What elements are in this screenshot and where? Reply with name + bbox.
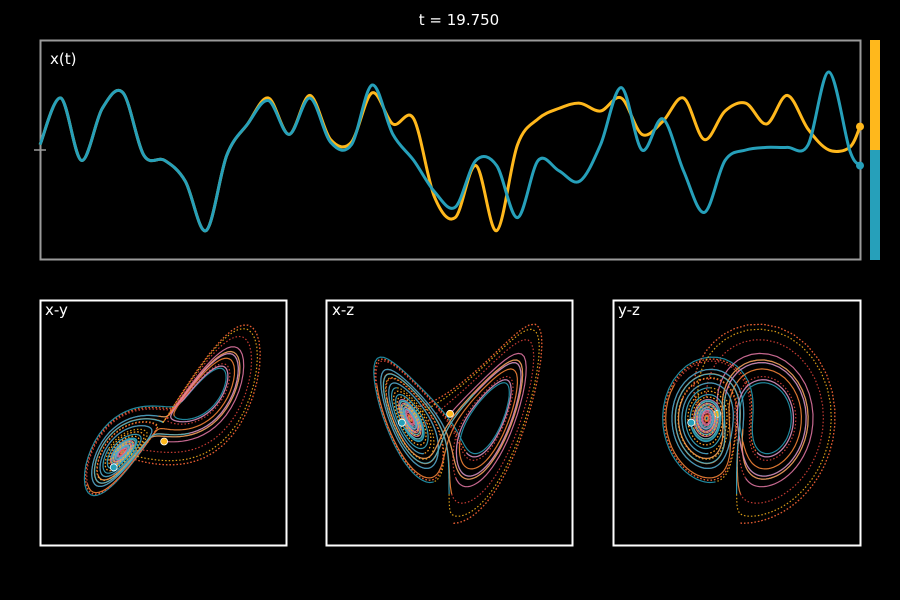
xy-trajectory-segment	[83, 367, 227, 497]
xz-trajectory-segment	[373, 356, 510, 484]
xz-trajectory-segment	[398, 403, 422, 437]
xz-current-point	[397, 418, 406, 427]
colorbar-bottom	[870, 150, 880, 260]
xz-panel: x-z	[325, 299, 574, 547]
xy-trajectory-segment	[93, 418, 190, 484]
xz-trajectory-segment	[380, 368, 446, 469]
yz-trajectory-segment	[687, 390, 728, 455]
xy-trajectory-segment	[111, 439, 136, 466]
series-b-endpoint	[856, 161, 864, 170]
series-a-endpoint	[856, 122, 864, 131]
timeseries-title: x(t)	[50, 50, 76, 68]
xy-current-point	[160, 437, 169, 446]
timeseries-frame	[39, 39, 862, 261]
xy-panel: x-y	[39, 299, 288, 547]
xy-frame	[39, 299, 288, 547]
series-b-line	[38, 70, 862, 233]
xz-trajectory-segment	[386, 359, 524, 480]
xy-trajectory-segment	[84, 401, 182, 495]
yz-trajectory-segment	[665, 368, 803, 479]
yz-trajectory-segment	[673, 360, 797, 479]
xz-trajectory-segment	[376, 368, 519, 479]
xz-trajectory-segment	[402, 406, 418, 430]
yz-trajectory-segment	[674, 373, 741, 495]
yz-trajectory-segment	[698, 406, 715, 430]
yz-trajectory-segment	[693, 402, 718, 437]
xz-title: x-z	[332, 301, 354, 319]
yz-trajectory-segment	[690, 399, 721, 442]
yz-trajectory-segment	[684, 387, 726, 450]
yz-trajectory-segment	[663, 358, 758, 481]
xy-trajectory-segment	[117, 447, 128, 458]
xy-trajectory-segment	[110, 438, 137, 468]
xz-trajectory-segment	[449, 352, 527, 488]
xy-trajectory-segment	[170, 352, 240, 434]
xz-trajectory-segment	[382, 373, 475, 495]
yz-trajectory-segment	[693, 400, 720, 440]
yz-title: y-z	[618, 301, 640, 319]
colorbar-top	[870, 40, 880, 150]
time-label: t = 19.750	[419, 11, 499, 29]
xy-trajectory-segment	[104, 431, 145, 472]
xy-title: x-y	[45, 301, 68, 319]
xy-trajectory-segment	[97, 350, 241, 481]
xz-trajectory-segment	[405, 410, 416, 427]
yz-trajectory-segment	[671, 368, 745, 469]
yz-trajectory-segment	[725, 361, 807, 477]
timeseries-panel: x(t)	[34, 39, 880, 261]
xy-trajectory-segment	[86, 363, 231, 485]
yz-trajectory-segment	[716, 352, 814, 488]
yz-trajectory-segment	[701, 410, 712, 427]
xy-current-point	[109, 463, 118, 472]
xz-trajectory-segment	[393, 390, 432, 455]
xz-trajectory-segment	[455, 361, 522, 477]
xy-trajectory-segment	[123, 327, 259, 462]
xz-current-point	[446, 409, 454, 418]
xy-trajectory-segment	[91, 414, 159, 487]
yz-trajectory-segment	[677, 359, 809, 480]
yz-panel: y-z	[612, 299, 862, 547]
xz-trajectory-segment	[390, 387, 429, 450]
xz-trajectory-segment	[375, 360, 514, 479]
xy-trajectory-segment	[114, 444, 131, 461]
xz-trajectory-segment	[398, 399, 425, 442]
yz-current-point	[687, 418, 696, 427]
xz-trajectory-segment	[374, 358, 467, 481]
xz-trajectory-segment	[384, 376, 445, 483]
